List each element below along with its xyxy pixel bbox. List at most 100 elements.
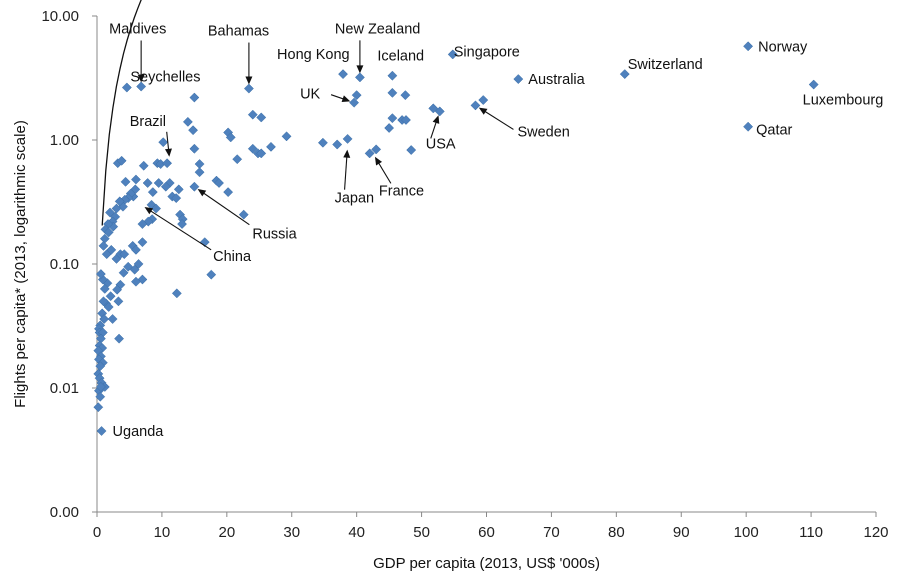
data-point xyxy=(266,141,276,152)
annotation-arrowhead xyxy=(356,65,364,74)
data-point xyxy=(130,276,141,287)
x-tick-label: 30 xyxy=(283,524,300,541)
annotation-label: Seychelles xyxy=(130,70,200,86)
x-tick-label: 70 xyxy=(543,524,560,541)
data-point xyxy=(177,219,187,229)
data-point xyxy=(317,137,328,148)
data-point xyxy=(171,193,182,204)
annotation-arrowhead xyxy=(341,95,351,103)
data-point xyxy=(384,123,395,133)
data-point xyxy=(338,69,348,80)
data-point xyxy=(247,109,258,120)
data-point xyxy=(153,178,164,188)
data-point xyxy=(447,49,458,60)
annotation-arrowhead xyxy=(343,149,351,158)
data-point xyxy=(743,41,754,52)
data-point xyxy=(743,121,754,132)
data-point xyxy=(112,284,123,295)
data-point xyxy=(121,82,132,93)
data-point xyxy=(387,113,398,124)
data-point xyxy=(142,178,153,188)
annotation-label: Singapore xyxy=(454,44,520,60)
y-tick-label: 0.00 xyxy=(50,504,79,521)
annotation-arrow-line xyxy=(480,108,514,130)
data-point xyxy=(129,264,140,275)
data-point xyxy=(256,148,267,159)
data-point xyxy=(619,69,630,80)
data-point xyxy=(406,145,417,155)
annotation-arrowhead xyxy=(144,207,154,215)
data-point xyxy=(188,125,199,136)
data-point xyxy=(371,144,382,155)
annotation-arrow-line xyxy=(145,207,212,251)
annotation-arrowhead xyxy=(164,148,172,157)
annotation-label: Norway xyxy=(758,39,808,55)
data-point xyxy=(133,259,144,269)
data-point xyxy=(434,106,445,117)
annotation-arrowhead xyxy=(374,156,383,166)
axis-ticks: 0 10 20 30 40 50 60 70 80 90 100 110 120 10.00 1.00 0.1… xyxy=(41,8,888,541)
annotation-arrowhead xyxy=(245,76,253,85)
data-point xyxy=(106,244,117,255)
annotation-label: Sweden xyxy=(517,124,569,140)
data-point xyxy=(105,207,115,218)
data-point xyxy=(387,87,398,98)
data-point xyxy=(130,244,141,255)
data-point xyxy=(114,196,125,207)
x-tick-label: 10 xyxy=(154,524,171,541)
annotation-label: China xyxy=(213,249,252,265)
data-point xyxy=(162,158,173,169)
data-point xyxy=(225,132,236,143)
x-tick-label: 50 xyxy=(413,524,430,541)
y-tick-label: 10.00 xyxy=(41,8,79,25)
x-tick-label: 110 xyxy=(799,524,823,541)
data-point xyxy=(151,203,162,214)
x-tick-label: 100 xyxy=(734,524,759,541)
annotation-label: Maldives xyxy=(109,22,166,38)
data-point xyxy=(171,288,182,299)
y-axis-title: Flights per capita* (2013, logarithmic s… xyxy=(12,120,29,408)
annotation-arrowhead xyxy=(197,188,207,197)
data-point xyxy=(281,131,292,142)
x-tick-label: 80 xyxy=(608,524,625,541)
data-point xyxy=(351,90,362,101)
annotation-label: Australia xyxy=(528,72,585,88)
x-tick-label: 120 xyxy=(863,524,888,541)
data-point xyxy=(247,143,258,154)
data-point xyxy=(113,296,124,307)
annotation-label: France xyxy=(379,183,424,199)
data-point xyxy=(119,249,130,260)
data-point xyxy=(99,314,110,324)
x-tick-label: 20 xyxy=(218,524,235,541)
annotation-arrowhead xyxy=(137,74,145,83)
x-tick-label: 90 xyxy=(673,524,690,541)
data-point xyxy=(114,333,125,344)
annotation-label: Bahamas xyxy=(208,24,269,40)
data-point xyxy=(364,148,375,159)
data-point xyxy=(189,181,200,192)
data-point xyxy=(105,291,116,302)
data-point xyxy=(138,160,149,171)
data-point xyxy=(256,112,267,123)
data-point xyxy=(400,90,411,101)
y-tick-label: 0.10 xyxy=(50,256,79,273)
data-point xyxy=(238,209,249,220)
annotation-label: Japan xyxy=(335,191,375,207)
data-point xyxy=(342,133,353,144)
y-tick-label: 0.01 xyxy=(50,380,79,397)
data-point xyxy=(98,240,109,251)
data-point xyxy=(95,269,106,279)
data-point xyxy=(136,81,147,92)
y-tick-label: 1.00 xyxy=(50,132,79,149)
data-point xyxy=(223,187,234,198)
data-point xyxy=(137,237,148,248)
x-tick-label: 40 xyxy=(348,524,365,541)
data-point xyxy=(111,203,122,214)
data-point xyxy=(137,219,148,229)
x-axis-title: GDP per capita (2013, US$ '000s) xyxy=(373,555,600,572)
data-point xyxy=(118,267,129,278)
annotation-label: Uganda xyxy=(113,424,165,440)
annotation-label: Switzerland xyxy=(628,57,703,73)
